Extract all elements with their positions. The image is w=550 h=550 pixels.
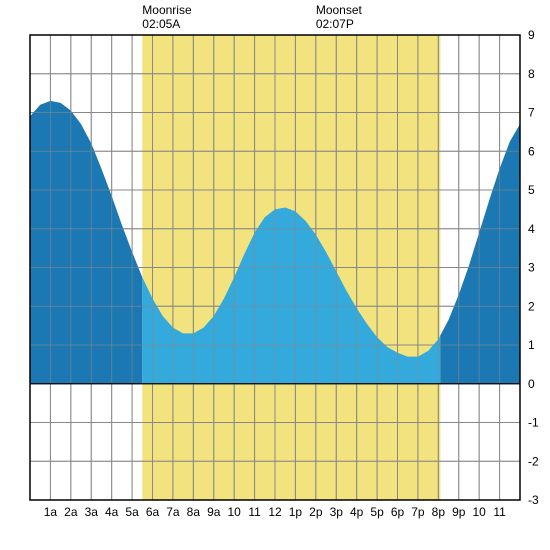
y-tick-label: 4 bbox=[528, 222, 535, 236]
x-tick-label: 2a bbox=[64, 505, 78, 519]
x-tick-label: 2p bbox=[309, 505, 323, 519]
y-tick-label: 5 bbox=[528, 183, 535, 197]
y-tick-label: -2 bbox=[528, 454, 539, 468]
x-tick-label: 11 bbox=[248, 505, 261, 519]
tide-chart: 1a2a3a4a5a6a7a8a9a1011121p2p3p4p5p6p7p8p… bbox=[0, 0, 550, 550]
y-tick-label: 9 bbox=[528, 28, 535, 42]
moonrise-label: Moonrise bbox=[142, 3, 192, 17]
x-tick-label: 1a bbox=[44, 505, 58, 519]
y-tick-label: 6 bbox=[528, 144, 535, 158]
x-tick-label: 4p bbox=[350, 505, 364, 519]
moonset-label: Moonset bbox=[316, 3, 363, 17]
chart-svg: 1a2a3a4a5a6a7a8a9a1011121p2p3p4p5p6p7p8p… bbox=[0, 0, 550, 550]
y-tick-label: -3 bbox=[528, 493, 539, 507]
x-tick-label: 7a bbox=[166, 505, 180, 519]
x-tick-label: 9p bbox=[452, 505, 466, 519]
x-tick-label: 11 bbox=[493, 505, 506, 519]
x-tick-label: 5a bbox=[125, 505, 139, 519]
x-tick-label: 8p bbox=[432, 505, 446, 519]
x-tick-label: 6a bbox=[146, 505, 160, 519]
x-tick-label: 1p bbox=[289, 505, 303, 519]
moonset-time: 02:07P bbox=[316, 17, 354, 31]
x-tick-label: 3p bbox=[330, 505, 344, 519]
x-tick-label: 4a bbox=[105, 505, 119, 519]
y-tick-label: 2 bbox=[528, 299, 535, 313]
x-tick-label: 3a bbox=[85, 505, 99, 519]
x-tick-label: 9a bbox=[207, 505, 221, 519]
y-tick-label: -1 bbox=[528, 416, 539, 430]
x-tick-label: 6p bbox=[391, 505, 405, 519]
y-tick-label: 7 bbox=[528, 106, 535, 120]
x-tick-label: 10 bbox=[472, 505, 486, 519]
x-tick-label: 7p bbox=[411, 505, 425, 519]
x-tick-label: 10 bbox=[227, 505, 241, 519]
y-tick-label: 3 bbox=[528, 261, 535, 275]
x-tick-label: 12 bbox=[268, 505, 282, 519]
x-tick-label: 5p bbox=[370, 505, 384, 519]
x-tick-label: 8a bbox=[187, 505, 201, 519]
y-tick-label: 1 bbox=[528, 338, 535, 352]
y-tick-label: 8 bbox=[528, 67, 535, 81]
y-tick-label: 0 bbox=[528, 377, 535, 391]
moonrise-time: 02:05A bbox=[142, 17, 180, 31]
